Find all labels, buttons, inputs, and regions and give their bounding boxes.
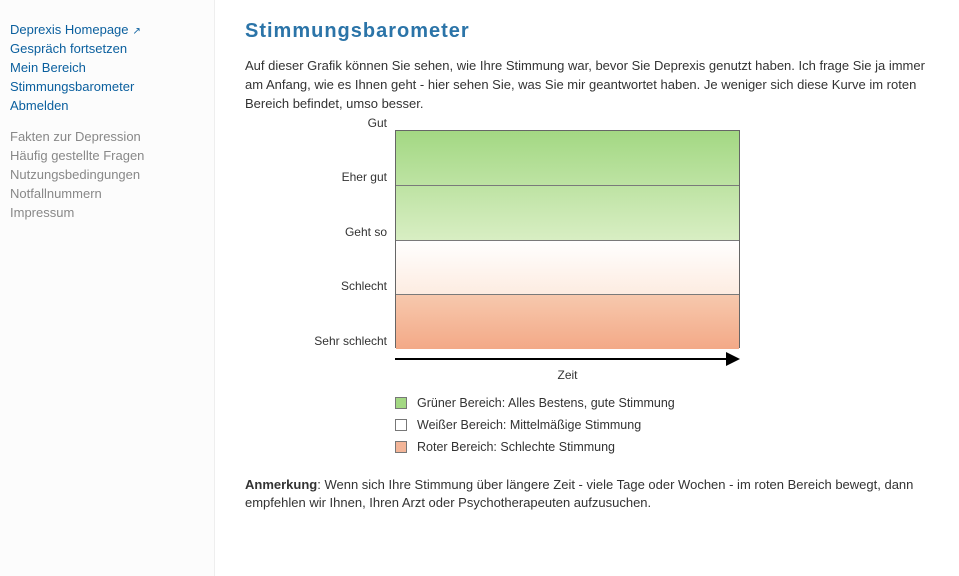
- legend-label: Grüner Bereich: Alles Bestens, gute Stim…: [417, 396, 675, 410]
- nav-item-3[interactable]: Stimmungsbarometer: [10, 77, 204, 96]
- chart-y-labels: GutEher gutGeht soSchlechtSehr schlecht: [305, 130, 395, 348]
- page-title: Stimmungsbarometer: [245, 20, 929, 43]
- chart-gridline: [396, 185, 739, 186]
- note-body: : Wenn sich Ihre Stimmung über längere Z…: [245, 477, 913, 511]
- chart-legend: Grüner Bereich: Alles Bestens, gute Stim…: [395, 396, 929, 454]
- legend-swatch: [395, 441, 407, 453]
- legend-label: Roter Bereich: Schlechte Stimmung: [417, 440, 615, 454]
- nav-secondary-item-1[interactable]: Häufig gestellte Fragen: [10, 146, 204, 165]
- nav-item-2[interactable]: Mein Bereich: [10, 58, 204, 77]
- note-label: Anmerkung: [245, 477, 317, 492]
- nav-secondary-item-3[interactable]: Notfallnummern: [10, 184, 204, 203]
- sidebar: Deprexis Homepage↗Gespräch fortsetzenMei…: [0, 0, 215, 576]
- legend-swatch: [395, 397, 407, 409]
- mood-chart: GutEher gutGeht soSchlechtSehr schlecht …: [305, 130, 929, 454]
- nav-secondary-item-4[interactable]: Impressum: [10, 203, 204, 222]
- nav-item-4[interactable]: Abmelden: [10, 96, 204, 115]
- legend-label: Weißer Bereich: Mittelmäßige Stimmung: [417, 418, 641, 432]
- chart-gridline: [396, 240, 739, 241]
- nav-primary: Deprexis Homepage↗Gespräch fortsetzenMei…: [10, 20, 204, 115]
- main-content: Stimmungsbarometer Auf dieser Grafik kön…: [215, 0, 959, 576]
- chart-plot: [395, 130, 740, 348]
- legend-swatch: [395, 419, 407, 431]
- chart-band: [396, 294, 739, 349]
- legend-item: Roter Bereich: Schlechte Stimmung: [395, 440, 929, 454]
- nav-secondary-item-2[interactable]: Nutzungsbedingungen: [10, 165, 204, 184]
- chart-x-label: Zeit: [395, 368, 740, 382]
- nav-secondary: Fakten zur DepressionHäufig gestellte Fr…: [10, 127, 204, 222]
- external-link-icon: ↗: [133, 26, 141, 37]
- note-text: Anmerkung: Wenn sich Ihre Stimmung über …: [245, 476, 929, 514]
- legend-item: Grüner Bereich: Alles Bestens, gute Stim…: [395, 396, 929, 410]
- x-axis-arrow-icon: [395, 352, 740, 366]
- nav-item-0[interactable]: Deprexis Homepage↗: [10, 20, 204, 39]
- nav-item-1[interactable]: Gespräch fortsetzen: [10, 39, 204, 58]
- legend-item: Weißer Bereich: Mittelmäßige Stimmung: [395, 418, 929, 432]
- intro-text: Auf dieser Grafik können Sie sehen, wie …: [245, 57, 929, 114]
- nav-secondary-item-0[interactable]: Fakten zur Depression: [10, 127, 204, 146]
- chart-band: [396, 240, 739, 295]
- chart-gridline: [396, 294, 739, 295]
